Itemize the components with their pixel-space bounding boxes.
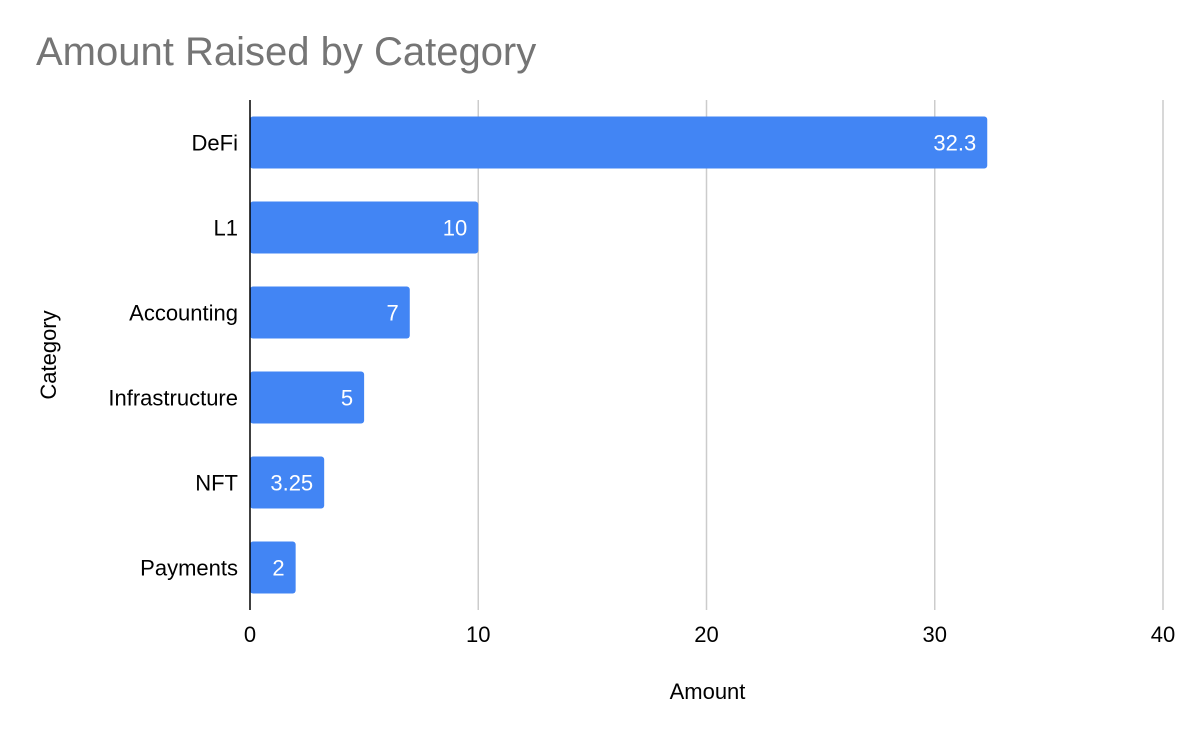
bar-defi (250, 116, 988, 169)
bars: 32.3 10 7 5 3.25 2 (250, 116, 988, 594)
data-label-defi: 32.3 (933, 131, 976, 156)
x-tick-label-10: 10 (466, 622, 490, 647)
y-tick-label-infrastructure: Infrastructure (108, 386, 238, 411)
x-tick-label-40: 40 (1151, 622, 1175, 647)
data-label-payments: 2 (272, 556, 284, 581)
bar-payments (250, 541, 296, 594)
x-tick-labels: 0 10 20 30 40 (244, 622, 1175, 647)
data-label-l1: 10 (443, 216, 467, 241)
y-tick-label-payments: Payments (140, 556, 238, 581)
bar-infrastructure (250, 371, 365, 424)
x-tick-label-30: 30 (923, 622, 947, 647)
y-tick-label-accounting: Accounting (129, 301, 238, 326)
chart-title: Amount Raised by Category (36, 30, 537, 74)
data-label-nft: 3.25 (270, 471, 313, 496)
y-tick-labels: DeFi L1 Accounting Infrastructure NFT Payment… (108, 131, 238, 581)
gridlines (477, 100, 1164, 610)
y-tick-label-defi: DeFi (192, 131, 238, 156)
x-axis-title: Amount (670, 679, 746, 704)
data-label-infrastructure: 5 (341, 386, 353, 411)
bar-nft (250, 456, 325, 509)
bar-accounting (250, 286, 410, 339)
y-tick-label-nft: NFT (195, 471, 238, 496)
x-tick-label-20: 20 (694, 622, 718, 647)
y-axis-title: Category (36, 310, 61, 399)
x-tick-label-0: 0 (244, 622, 256, 647)
y-tick-label-l1: L1 (214, 216, 238, 241)
bar-l1 (250, 201, 479, 254)
data-label-accounting: 7 (387, 301, 399, 326)
